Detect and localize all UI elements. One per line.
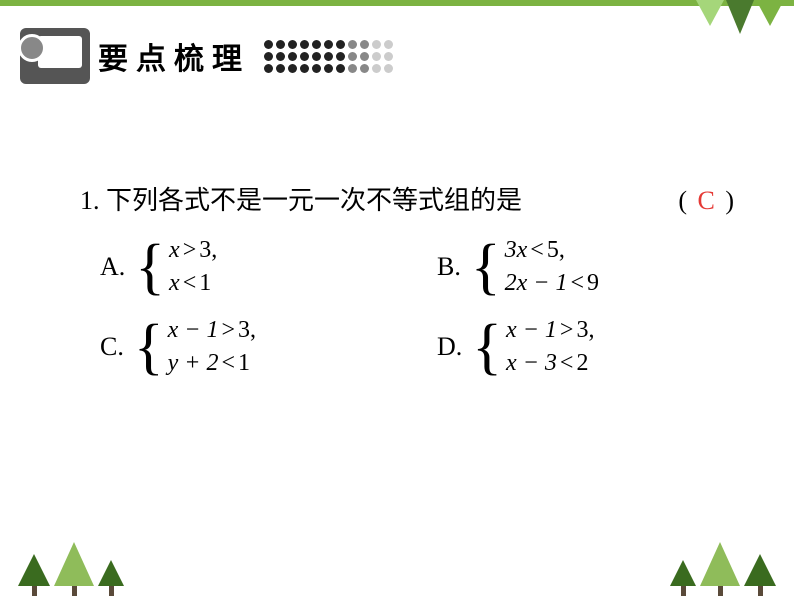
- triangle-icon: [726, 0, 754, 34]
- left-brace-icon: {: [135, 237, 165, 297]
- left-brace-icon: {: [472, 317, 502, 377]
- system-brace: { x − 1>3, y + 2<1: [134, 317, 256, 377]
- inequality-line: x − 1>3,: [168, 317, 256, 344]
- tree-icon: [700, 542, 740, 596]
- option-c: C. { x − 1>3, y + 2<1: [100, 317, 397, 377]
- option-label: B.: [437, 252, 461, 282]
- answer-blank: ( C ): [678, 186, 734, 216]
- question-body: 下列各式不是一元一次不等式组的是: [106, 186, 522, 215]
- system-brace: { x − 1>3, x − 3<2: [472, 317, 594, 377]
- inequality-line: x − 1>3,: [506, 317, 594, 344]
- option-label: A.: [100, 252, 125, 282]
- option-label: D.: [437, 332, 462, 362]
- left-brace-icon: {: [471, 237, 501, 297]
- inequality-line: 3x<5,: [505, 237, 599, 264]
- option-a: A. { x>3, x<1: [100, 237, 397, 297]
- inequality-system: x − 1>3, y + 2<1: [168, 317, 256, 377]
- tree-icon: [98, 560, 124, 596]
- option-b: B. { 3x<5, 2x − 1<9: [437, 237, 734, 297]
- answer-letter: C: [693, 186, 718, 215]
- tree-icon: [744, 554, 776, 596]
- inequality-line: x<1: [169, 270, 217, 297]
- tree-icon: [54, 542, 94, 596]
- triangle-icon: [756, 0, 784, 26]
- decorative-trees-bottom-right: [670, 542, 776, 596]
- left-brace-icon: {: [134, 317, 164, 377]
- decorative-triangles-top: [696, 0, 784, 34]
- options-grid: A. { x>3, x<1 B. { 3x<5, 2x − 1<9 C.: [80, 237, 734, 377]
- question-text: 1. 下列各式不是一元一次不等式组的是: [80, 180, 522, 217]
- tree-icon: [670, 560, 696, 596]
- inequality-line: 2x − 1<9: [505, 270, 599, 297]
- decorative-dots: [264, 40, 393, 73]
- system-brace: { x>3, x<1: [135, 237, 217, 297]
- triangle-icon: [696, 0, 724, 26]
- system-brace: { 3x<5, 2x − 1<9: [471, 237, 599, 297]
- decorative-trees-bottom-left: [18, 542, 124, 596]
- option-label: C.: [100, 332, 124, 362]
- option-d: D. { x − 1>3, x − 3<2: [437, 317, 734, 377]
- inequality-system: 3x<5, 2x − 1<9: [505, 237, 599, 297]
- inequality-line: x − 3<2: [506, 350, 594, 377]
- question-stem: 1. 下列各式不是一元一次不等式组的是 ( C ): [80, 180, 734, 217]
- question-number: 1.: [80, 186, 100, 215]
- section-title: 要点梳理: [98, 34, 250, 78]
- tree-icon: [18, 554, 50, 596]
- paren-left: (: [678, 186, 687, 215]
- paren-right: ): [725, 186, 734, 215]
- question-content: 1. 下列各式不是一元一次不等式组的是 ( C ) A. { x>3, x<1 …: [80, 180, 734, 377]
- teacher-board-icon: [20, 28, 90, 84]
- inequality-line: y + 2<1: [168, 350, 256, 377]
- inequality-line: x>3,: [169, 237, 217, 264]
- top-border: [0, 0, 794, 6]
- inequality-system: x>3, x<1: [169, 237, 217, 297]
- section-header: 要点梳理: [20, 28, 393, 84]
- inequality-system: x − 1>3, x − 3<2: [506, 317, 594, 377]
